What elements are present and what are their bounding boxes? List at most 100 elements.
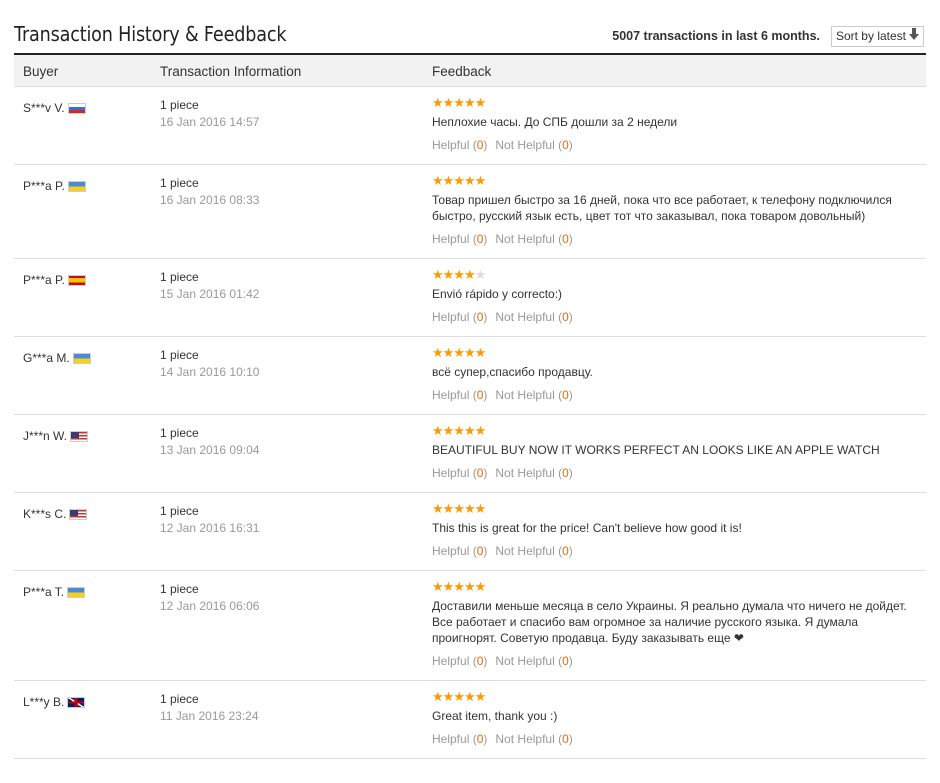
helpful-count: 0 — [476, 732, 484, 746]
quantity: 1 piece — [160, 98, 199, 112]
table-row: K***s C. 1 piece 12 Jan 2016 16:31 ★★★★★ … — [14, 493, 926, 571]
not-helpful-count: 0 — [562, 138, 569, 152]
star-rating: ★★★★★ — [432, 424, 922, 438]
helpful-label: Helpful — [432, 388, 470, 402]
buyer-name: L***y B. — [23, 695, 65, 709]
date: 11 Jan 2016 23:24 — [160, 709, 259, 723]
helpful-button[interactable]: Helpful (0) — [432, 544, 488, 558]
star-rating: ★★★★★ — [432, 96, 922, 110]
not-helpful-count: 0 — [562, 310, 569, 324]
star-icon: ★ — [442, 689, 455, 704]
helpful-label: Helpful — [432, 466, 470, 480]
date: 12 Jan 2016 06:06 — [160, 599, 260, 613]
helpful-count: 0 — [476, 544, 484, 558]
helpful-count: 0 — [476, 232, 484, 246]
table-row: P***a T. 1 piece 12 Jan 2016 06:06 ★★★★★ … — [14, 571, 926, 681]
helpful-count: 0 — [476, 654, 484, 668]
helpful-button[interactable]: Helpful (0) — [432, 388, 488, 402]
star-icon: ★ — [474, 689, 487, 704]
buyer-name: K***s C. — [23, 507, 67, 521]
feedback: ★★★★★ BEAUTIFUL BUY NOW IT WORKS PERFECT… — [432, 415, 922, 492]
not-helpful-button[interactable]: Not Helpful (0) — [495, 310, 573, 324]
not-helpful-button[interactable]: Not Helpful (0) — [495, 232, 573, 246]
helpful-button[interactable]: Helpful (0) — [432, 466, 488, 480]
star-icon: ★ — [432, 95, 444, 110]
feedback-table: Buyer Transaction Information Feedback S… — [14, 53, 926, 759]
buyer-name: P***a P. — [23, 179, 65, 193]
star-rating: ★★★★★ — [432, 346, 922, 360]
helpful-button[interactable]: Helpful (0) — [432, 138, 488, 152]
feedback-text: Envió rápido y correcto:) — [432, 287, 563, 301]
not-helpful-button[interactable]: Not Helpful (0) — [495, 388, 573, 402]
star-rating: ★★★★★ — [432, 502, 922, 516]
buyer: K***s C. — [23, 507, 88, 521]
not-helpful-button[interactable]: Not Helpful (0) — [495, 544, 573, 558]
transaction-info: 1 piece 16 Jan 2016 14:57 — [160, 97, 259, 131]
transaction-info: 1 piece 14 Jan 2016 10:10 — [160, 347, 259, 381]
date: 16 Jan 2016 08:33 — [160, 193, 260, 207]
star-icon: ★ — [442, 579, 455, 594]
quantity: 1 piece — [160, 692, 199, 706]
feedback: ★★★★★ This this is great for the price! … — [432, 493, 922, 570]
not-helpful-button[interactable]: Not Helpful (0) — [495, 732, 573, 746]
not-helpful-count: 0 — [562, 232, 569, 246]
star-icon: ★ — [474, 95, 487, 110]
feedback: ★★★★★ Доставили меньше месяца в село Укр… — [432, 571, 922, 680]
table-row: J***n W. 1 piece 13 Jan 2016 09:04 ★★★★★ … — [14, 415, 926, 493]
buyer: P***a P. — [23, 273, 86, 287]
page-title: Transaction History & Feedback — [14, 22, 287, 46]
buyer-name: P***a T. — [23, 585, 65, 599]
not-helpful-count: 0 — [562, 466, 569, 480]
transaction-info: 1 piece 15 Jan 2016 01:42 — [160, 269, 259, 303]
not-helpful-label: Not Helpful — [495, 232, 555, 246]
not-helpful-label: Not Helpful — [495, 654, 555, 668]
helpful-label: Helpful — [432, 232, 470, 246]
not-helpful-button[interactable]: Not Helpful (0) — [495, 466, 573, 480]
sort-label: Sort by latest — [835, 29, 906, 43]
feedback-text: Доставили меньше месяца в село Украины. … — [432, 599, 907, 645]
helpful-label: Helpful — [432, 310, 470, 324]
date: 14 Jan 2016 10:10 — [160, 365, 260, 379]
not-helpful-button[interactable]: Not Helpful (0) — [495, 654, 573, 668]
transaction-count: 5007 transactions in last 6 months. — [612, 29, 820, 43]
not-helpful-count: 0 — [562, 388, 569, 402]
helpful-label: Helpful — [432, 544, 470, 558]
not-helpful-button[interactable]: Not Helpful (0) — [495, 138, 573, 152]
star-icon: ★ — [463, 173, 476, 188]
feedback: ★★★★★ Неплохие часы. До СПБ дошли за 2 н… — [432, 87, 922, 164]
star-icon: ★ — [432, 173, 444, 188]
star-icon: ★ — [463, 689, 476, 704]
helpful-button[interactable]: Helpful (0) — [432, 732, 488, 746]
buyer-name: J***n W. — [23, 429, 68, 443]
transaction-info: 1 piece 16 Jan 2016 08:33 — [160, 175, 259, 209]
star-icon: ★ — [463, 579, 476, 594]
star-rating: ★★★★★ — [432, 268, 922, 282]
star-rating: ★★★★★ — [432, 690, 922, 704]
not-helpful-label: Not Helpful — [495, 544, 555, 558]
not-helpful-label: Not Helpful — [495, 388, 555, 402]
not-helpful-count: 0 — [562, 544, 569, 558]
helpful-button[interactable]: Helpful (0) — [432, 232, 488, 246]
buyer-name: G***a M. — [23, 351, 70, 365]
helpful-label: Helpful — [432, 138, 470, 152]
feedback-text: Неплохие часы. До СПБ дошли за 2 недели — [432, 115, 678, 129]
feedback: ★★★★★ Товар пришел быстро за 16 дней, по… — [432, 165, 922, 258]
flag-us-icon — [70, 431, 89, 443]
star-icon: ★ — [432, 423, 444, 438]
date: 16 Jan 2016 14:57 — [160, 115, 260, 129]
star-icon: ★ — [442, 267, 455, 282]
flag-us-icon — [69, 509, 88, 521]
star-icon: ★ — [474, 267, 487, 282]
star-icon: ★ — [463, 267, 476, 282]
star-icon: ★ — [453, 423, 465, 438]
sort-button[interactable]: Sort by latest — [830, 26, 924, 47]
helpful-button[interactable]: Helpful (0) — [432, 654, 488, 668]
helpful-count: 0 — [476, 388, 484, 402]
star-icon: ★ — [453, 501, 465, 516]
quantity: 1 piece — [160, 176, 199, 190]
helpful-button[interactable]: Helpful (0) — [432, 310, 488, 324]
flag-gb-icon — [67, 697, 86, 709]
transaction-info: 1 piece 11 Jan 2016 23:24 — [160, 691, 259, 725]
star-icon: ★ — [453, 345, 465, 360]
star-icon: ★ — [432, 689, 444, 704]
